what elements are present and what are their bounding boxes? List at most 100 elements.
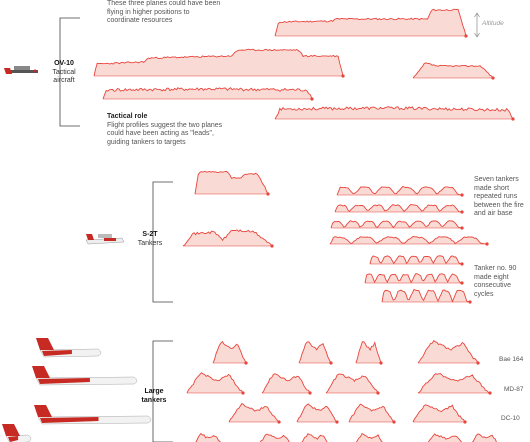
profile-endpoint: [460, 281, 464, 285]
dc10-plane-tail: [34, 405, 52, 417]
ov10-plane-nose: [33, 69, 37, 73]
bracket-large: [152, 340, 173, 442]
ov10-plane-wing: [14, 66, 30, 70]
altitude-label: Altitude: [482, 20, 504, 27]
ov10-plane-tail: [4, 68, 12, 74]
profile-fill: [260, 434, 290, 442]
profile-fill: [183, 229, 272, 246]
profile-line: [471, 433, 497, 442]
profile-line: [274, 8, 467, 37]
profile-line: [259, 433, 290, 442]
s2t-cycle-profile-5: [369, 255, 464, 266]
ov10-profile-2: [93, 48, 345, 78]
profile-fill: [330, 236, 487, 244]
group-label-s2t: S-2T Tankers: [137, 231, 163, 247]
profile-fill: [326, 374, 378, 393]
s2t-profile-2: [182, 229, 274, 248]
profile-endpoint: [241, 391, 245, 395]
profile-fill: [356, 341, 381, 363]
profile-fill: [229, 403, 279, 422]
profile-line: [412, 62, 494, 79]
profile-endpoint: [379, 361, 383, 365]
md87-profile-2: [261, 373, 312, 395]
profile-endpoint: [308, 391, 312, 395]
s2t-cycle-profile-6: [364, 273, 464, 285]
ov10-profile-4: [102, 87, 314, 101]
dc10-profile-2: [296, 403, 339, 424]
tanker-90-note: Tanker no. 90 made eight consecutive cyc…: [474, 265, 517, 298]
ov10-profile-5: [274, 106, 515, 121]
dc10-plane-livery: [40, 417, 99, 423]
profile-fill: [187, 372, 243, 393]
dc10-profile-4: [412, 404, 467, 424]
s2t-cycle-profile-2: [334, 203, 464, 214]
profile-endpoint: [335, 420, 339, 424]
md87-plane-tail: [32, 366, 50, 378]
profile-endpoint: [244, 361, 248, 365]
profile-fill: [413, 62, 493, 78]
profile-line: [325, 373, 379, 394]
altitude-arrow-up: [474, 12, 480, 18]
extra-profile-3: [301, 433, 328, 442]
s2t-plane-stripe: [104, 238, 116, 241]
bae164-profile-2: [298, 341, 333, 365]
bracket-ov10: [59, 17, 80, 127]
bae164-plane-tail: [36, 338, 54, 350]
profile-line: [417, 373, 491, 394]
profile-endpoint: [266, 192, 270, 196]
s2t-plane-wing: [98, 234, 112, 238]
profile-line: [195, 432, 221, 442]
profile-endpoint: [468, 300, 472, 304]
profile-endpoint: [488, 391, 492, 395]
md87-profile-4: [417, 373, 492, 395]
tanker-name-dc10: DC-10: [501, 415, 520, 422]
group-label-ov10: OV-10 Tactical aircraft: [52, 60, 76, 84]
profile-fill: [275, 9, 466, 37]
profile-line: [102, 87, 313, 100]
md87-profile-3: [325, 373, 380, 395]
bae164-profile-3: [355, 341, 383, 365]
profile-endpoint: [485, 242, 489, 246]
profile-fill: [428, 433, 462, 442]
extra-profile-5: [427, 433, 463, 442]
extra-plane-livery: [8, 436, 19, 442]
profile-line: [261, 373, 311, 394]
s2t-plane-tail: [86, 234, 94, 240]
s2t-cycle-profile-7: [381, 288, 472, 304]
profile-line: [417, 339, 479, 364]
profile-endpoint: [460, 193, 464, 197]
profile-fill: [94, 49, 343, 76]
profile-line: [427, 433, 463, 442]
profile-fill: [195, 171, 268, 194]
profile-endpoint: [463, 420, 467, 424]
extra-profile-6: [471, 433, 497, 442]
profile-line: [364, 273, 463, 284]
profile-fill: [413, 404, 465, 422]
bae164-profile-1: [212, 340, 248, 365]
altitude-arrow-down: [474, 32, 480, 38]
s2t-cycle-profile-3: [330, 220, 464, 230]
profile-line: [330, 220, 463, 229]
extra-profile-2: [259, 433, 290, 442]
profile-fill: [262, 373, 310, 393]
profile-line: [329, 236, 488, 245]
profile-endpoint: [376, 391, 380, 395]
md87-profile-1: [186, 372, 245, 395]
profile-line: [298, 341, 332, 364]
profile-line: [336, 185, 463, 196]
group-label-large: Large tankers: [141, 388, 167, 404]
ov10-plane-body: [6, 70, 38, 73]
profile-endpoint: [277, 420, 281, 424]
profile-line: [334, 203, 463, 213]
tanker-name-md87: MD-87: [504, 386, 524, 393]
bae164-plane-livery: [42, 350, 72, 356]
profile-fill: [418, 373, 490, 393]
profile-line: [194, 170, 269, 195]
extra-profile-1: [195, 432, 221, 442]
ov10-profile-1: [274, 8, 468, 38]
profile-endpoint: [460, 262, 464, 266]
profile-line: [186, 372, 244, 394]
profile-fill: [418, 340, 478, 363]
s2t-profile-1: [194, 170, 270, 196]
